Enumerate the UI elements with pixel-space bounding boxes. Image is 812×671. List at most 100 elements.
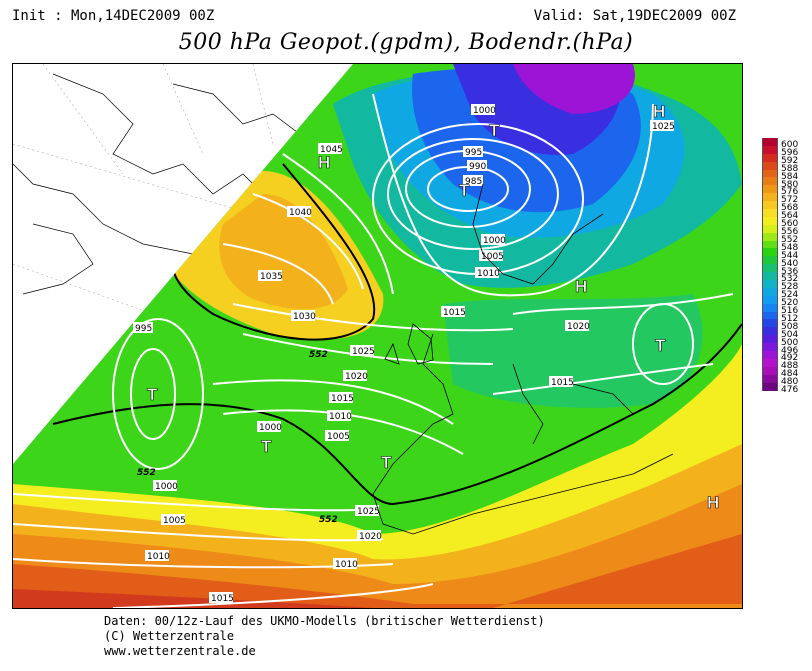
isobar-label: 1020 <box>357 530 382 542</box>
legend-value: 476 <box>781 385 799 396</box>
legend-value: 480 <box>781 377 799 388</box>
legend-swatch <box>762 303 778 312</box>
contour-552-south <box>52 323 742 506</box>
isobar-label: 1015 <box>209 592 234 604</box>
svg-text:995: 995 <box>135 324 152 334</box>
isobar-label: 1025 <box>350 345 375 357</box>
isobar-label: 1040 <box>287 206 312 218</box>
legend-value: 484 <box>781 369 799 380</box>
svg-text:985: 985 <box>465 177 482 187</box>
legend-value: 584 <box>781 171 799 182</box>
band-492 <box>513 64 635 114</box>
band-580 <box>13 484 742 608</box>
svg-text:552: 552 <box>309 350 328 360</box>
legend-value: 568 <box>781 203 799 214</box>
isobar-label: 1020 <box>565 320 590 332</box>
legend-swatch <box>762 153 778 162</box>
legend-swatch <box>762 193 778 202</box>
contour-label: 552 <box>319 515 338 525</box>
isobar-label: 1005 <box>479 250 504 262</box>
svg-text:1045: 1045 <box>320 145 343 155</box>
isobar-label: 985 <box>463 175 483 187</box>
svg-text:1025: 1025 <box>652 122 675 132</box>
legend-value: 500 <box>781 337 799 348</box>
band-596 <box>13 589 373 608</box>
isobar-label: 1010 <box>327 410 352 422</box>
legend-swatch <box>762 224 778 233</box>
isobars <box>13 93 734 608</box>
forecast-map-svg: 1000 995 990 985 1000 1005 1010 1015 102… <box>13 64 742 608</box>
legend-value: 488 <box>781 361 799 372</box>
high-center: H <box>707 493 719 512</box>
isobar-label: 1035 <box>258 270 283 282</box>
svg-text:995: 995 <box>465 148 482 158</box>
high-center: H <box>653 102 665 121</box>
isobar-label: 1000 <box>481 234 506 246</box>
svg-text:1025: 1025 <box>357 507 380 517</box>
legend-swatch <box>762 138 778 146</box>
legend-swatch <box>762 287 778 296</box>
svg-text:552: 552 <box>137 468 156 478</box>
legend-value: 564 <box>781 211 799 222</box>
svg-text:1025: 1025 <box>352 347 375 357</box>
svg-text:1005: 1005 <box>327 432 350 442</box>
graticule <box>13 64 274 315</box>
isobar-label: 1010 <box>145 550 170 562</box>
map-title: 500 hPa Geopot.(gpdm), Bodendr.(hPa) <box>178 30 634 55</box>
isobar-label: 1020 <box>343 370 368 382</box>
legend-swatch <box>762 232 778 241</box>
legend-value: 580 <box>781 179 799 190</box>
legend-labels: 600 596 592 588 584 580 576 572 568 564 560 556 552 5… <box>781 140 799 396</box>
footer-copyright: (C) Wetterzentrale <box>104 629 235 643</box>
svg-text:1000: 1000 <box>473 106 496 116</box>
legend-swatch <box>762 351 778 359</box>
legend-swatch <box>762 161 778 170</box>
legend-value: 600 <box>781 140 799 150</box>
isobar-label: 1025 <box>355 505 380 517</box>
svg-text:1000: 1000 <box>259 423 282 433</box>
svg-text:1015: 1015 <box>551 378 574 388</box>
legend-swatch <box>762 343 778 352</box>
band-588 <box>13 534 742 608</box>
high-center: H <box>318 153 330 172</box>
high-center: H <box>575 277 587 296</box>
legend-value: 536 <box>781 266 799 277</box>
legend-swatch <box>762 216 778 225</box>
legend-swatch <box>762 374 778 383</box>
svg-text:1020: 1020 <box>345 372 368 382</box>
isobar-label: 1005 <box>161 514 186 526</box>
legend-value: 532 <box>781 274 799 285</box>
legend-swatch <box>762 240 778 249</box>
legend-swatch <box>762 209 778 217</box>
isobar-label: 1000 <box>257 421 282 433</box>
isobar-label: 1015 <box>441 306 466 318</box>
valid-time: Valid: Sat,19DEC2009 00Z <box>533 8 736 24</box>
isobar-label: 990 <box>467 160 487 172</box>
legend-swatch <box>762 256 778 265</box>
legend-swatch <box>762 185 778 194</box>
legend-value: 576 <box>781 187 799 198</box>
low-center: T <box>655 336 666 355</box>
isobar-label: 1015 <box>329 392 354 404</box>
contour-label: 552 <box>309 350 328 360</box>
svg-text:1035: 1035 <box>260 272 283 282</box>
legend-swatch <box>762 264 778 273</box>
low-center: T <box>489 121 500 140</box>
legend-value: 540 <box>781 258 799 269</box>
isobar-label: 995 <box>133 322 153 334</box>
legend-value: 592 <box>781 155 799 166</box>
svg-text:1005: 1005 <box>163 516 186 526</box>
svg-text:1015: 1015 <box>331 394 354 404</box>
legend-swatch <box>762 201 778 210</box>
legend-value: 504 <box>781 329 799 340</box>
isobar-label: 1010 <box>475 267 500 279</box>
isobar-label: 1030 <box>291 310 316 322</box>
svg-text:1010: 1010 <box>147 552 170 562</box>
legend-value: 544 <box>781 250 799 261</box>
svg-text:1010: 1010 <box>335 560 358 570</box>
legend-swatch <box>762 382 778 391</box>
svg-text:1010: 1010 <box>329 412 352 422</box>
legend-swatch <box>762 248 778 257</box>
svg-text:1020: 1020 <box>567 322 590 332</box>
weather-map: 1000 995 990 985 1000 1005 1010 1015 102… <box>12 63 743 609</box>
